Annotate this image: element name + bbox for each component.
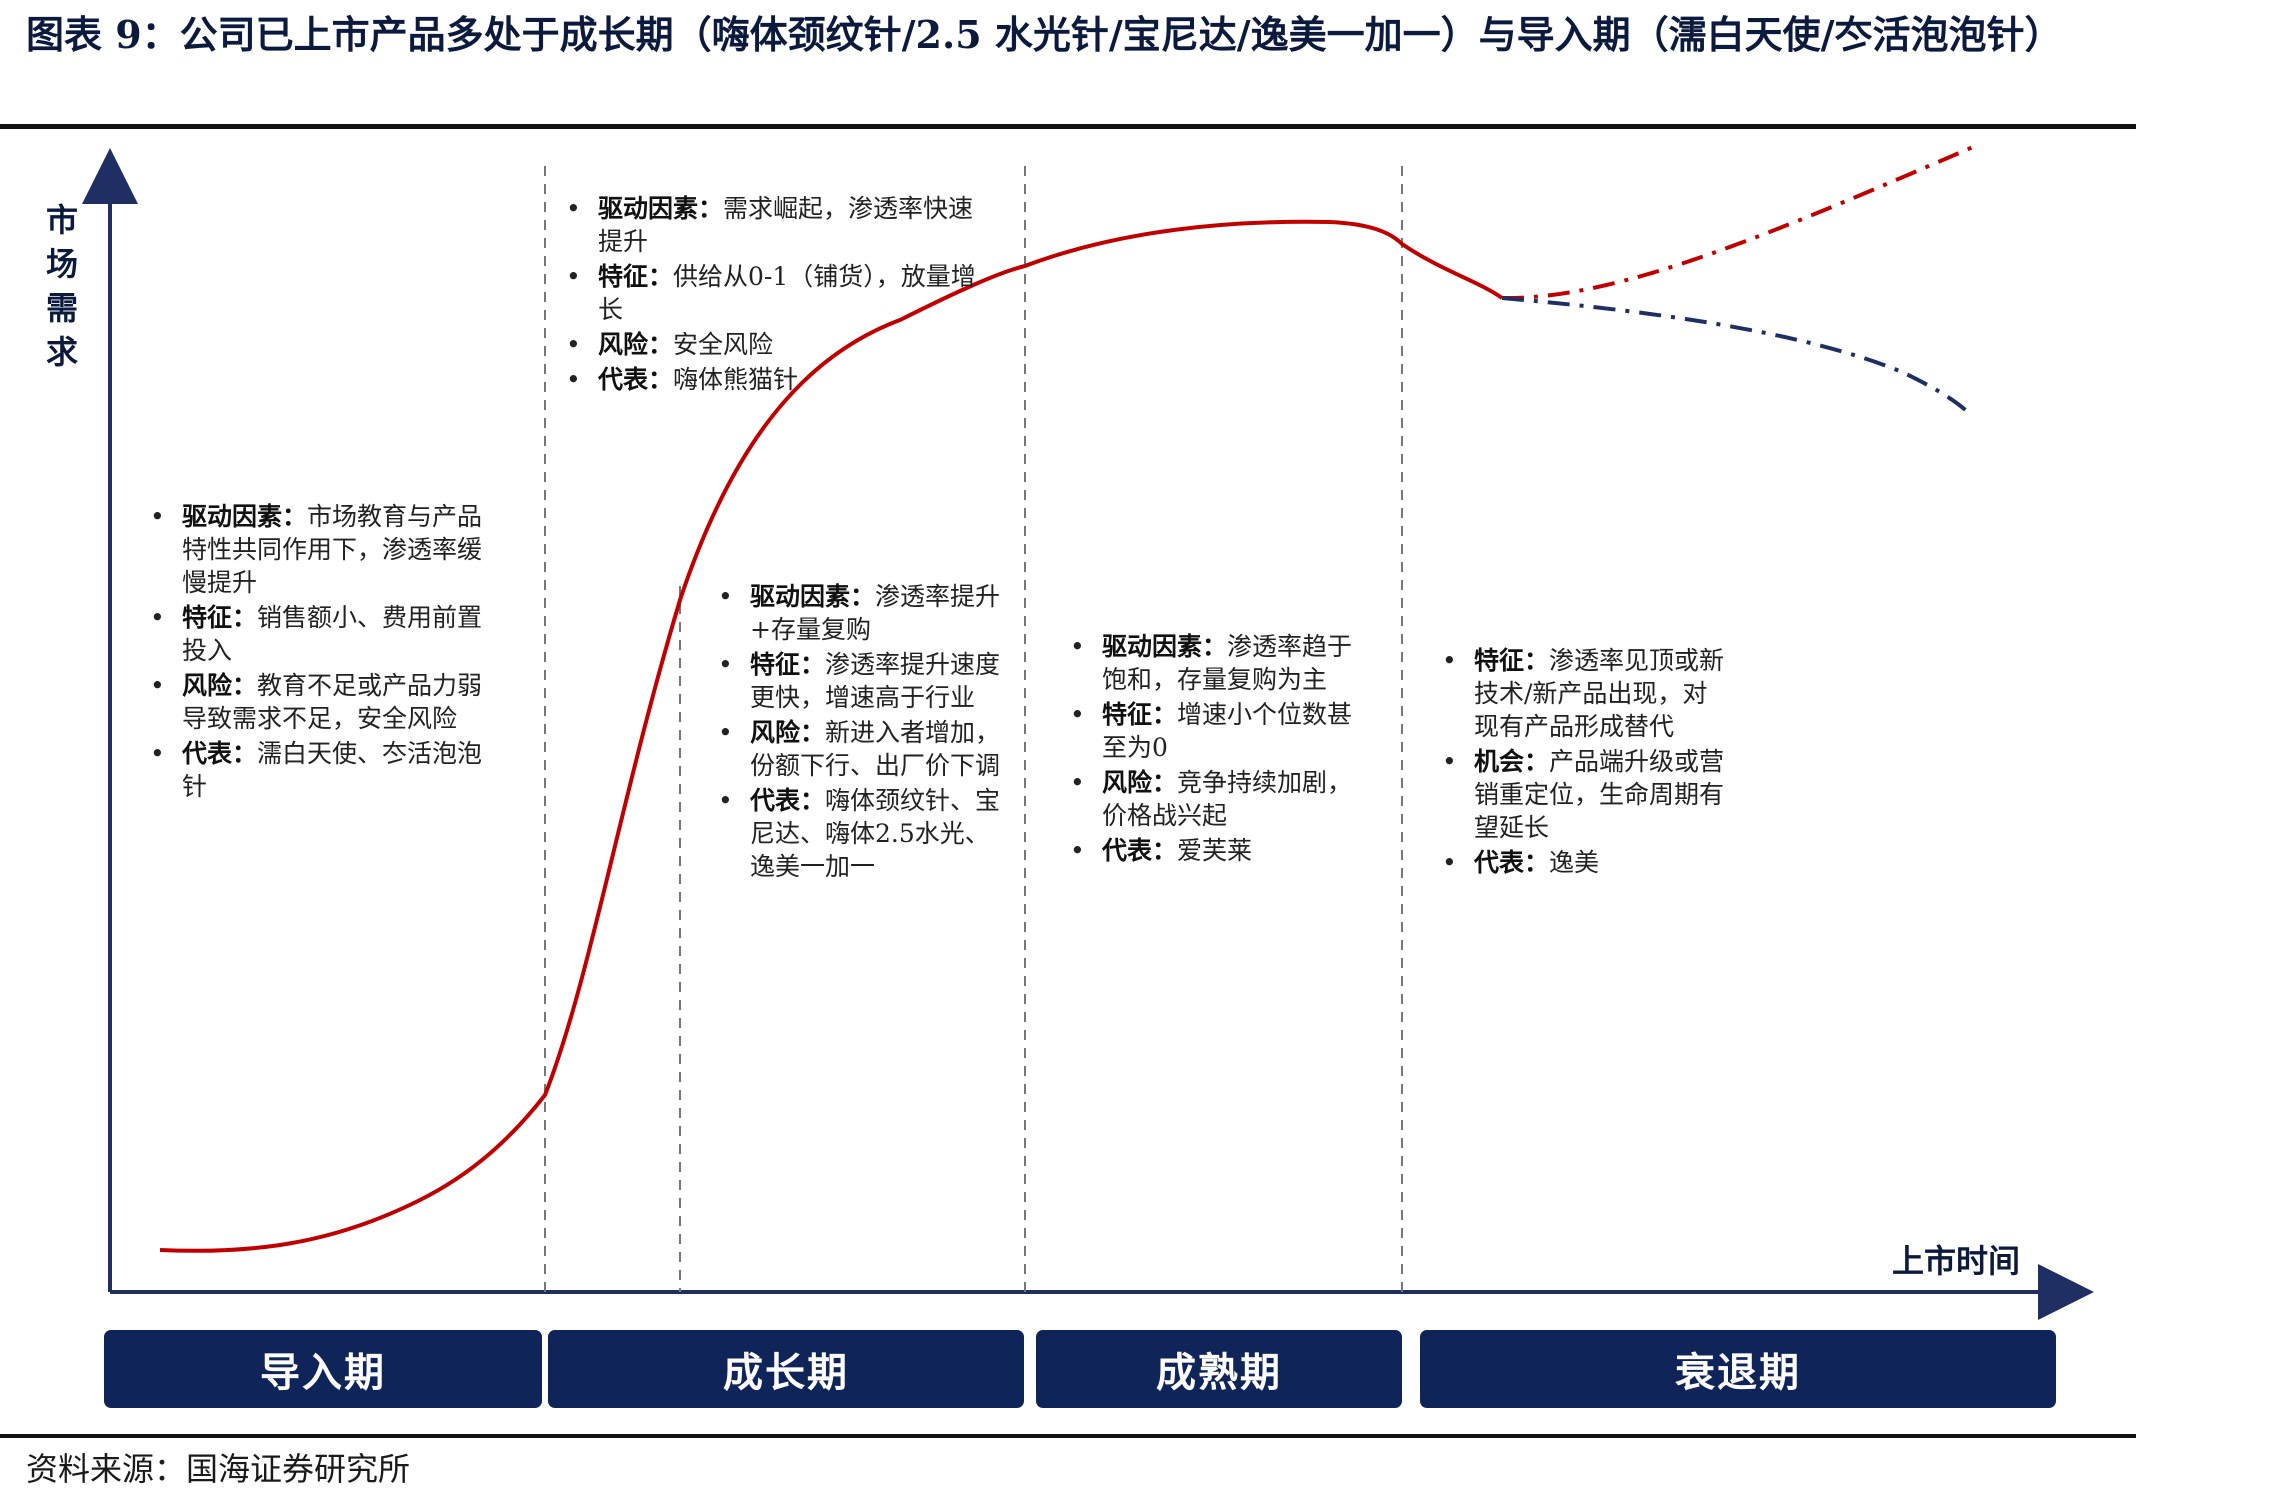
stage-intro: 导入期 [104, 1330, 542, 1408]
note-item: 驱动因素：渗透率趋于饱和，存量复购为主 [1066, 630, 1354, 696]
note-item: 特征：增速小个位数甚至为0 [1066, 698, 1354, 764]
note-growth-early: 驱动因素：需求崛起，渗透率快速提升 特征：供给从0-1（铺货），放量增长 风险：… [562, 192, 982, 398]
note-item: 机会：产品端升级或营销重定位，生命周期有望延长 [1438, 745, 1726, 844]
note-maturity: 驱动因素：渗透率趋于饱和，存量复购为主 特征：增速小个位数甚至为0 风险：竞争持… [1066, 630, 1354, 869]
note-item: 特征：供给从0-1（铺货），放量增长 [562, 260, 982, 326]
note-intro: 驱动因素：市场教育与产品特性共同作用下，渗透率缓慢提升 特征：销售额小、费用前置… [146, 500, 496, 805]
note-item: 代表：嗨体颈纹针、宝尼达、嗨体2.5水光、逸美一加一 [714, 784, 1006, 883]
note-growth-late: 驱动因素：渗透率提升+存量复购 特征：渗透率提升速度更快，增速高于行业 风险：新… [714, 580, 1006, 885]
note-item: 风险：新进入者增加，份额下行、出厂价下调 [714, 716, 1006, 782]
note-item: 驱动因素：需求崛起，渗透率快速提升 [562, 192, 982, 258]
upgrade-branch [1501, 142, 1981, 301]
note-item: 代表：逸美 [1438, 846, 1726, 879]
bottom-rule [0, 1434, 2136, 1438]
stage-growth: 成长期 [548, 1330, 1024, 1408]
note-item: 代表：嗨体熊猫针 [562, 363, 982, 396]
source-note: 资料来源：国海证券研究所 [26, 1450, 411, 1488]
figure-title: 图表 9：公司已上市产品多处于成长期（嗨体颈纹针/2.5 水光针/宝尼达/逸美一… [26, 12, 2063, 57]
stage-maturity: 成熟期 [1036, 1330, 1402, 1408]
y-axis-label: 市场需求 [45, 201, 78, 371]
note-item: 特征：渗透率见顶或新技术/新产品出现，对现有产品形成替代 [1438, 644, 1726, 743]
note-item: 代表：爱芙莱 [1066, 834, 1354, 867]
note-item: 风险：竞争持续加剧，价格战兴起 [1066, 766, 1354, 832]
note-decline: 特征：渗透率见顶或新技术/新产品出现，对现有产品形成替代 机会：产品端升级或营销… [1438, 644, 1726, 881]
note-item: 驱动因素：市场教育与产品特性共同作用下，渗透率缓慢提升 [146, 500, 496, 599]
lifecycle-curve [159, 219, 1504, 1253]
note-item: 风险：教育不足或产品力弱导致需求不足，安全风险 [146, 669, 496, 735]
note-item: 风险：安全风险 [562, 328, 982, 361]
note-item: 特征：销售额小、费用前置投入 [146, 601, 496, 667]
note-item: 驱动因素：渗透率提升+存量复购 [714, 580, 1006, 646]
decline-branch [1501, 296, 1974, 418]
top-rule [0, 124, 2136, 129]
note-item: 代表：濡白天使、冭活泡泡针 [146, 737, 496, 803]
x-axis-label: 上市时间 [1892, 1242, 2021, 1280]
stage-decline: 衰退期 [1420, 1330, 2056, 1408]
note-item: 特征：渗透率提升速度更快，增速高于行业 [714, 648, 1006, 714]
